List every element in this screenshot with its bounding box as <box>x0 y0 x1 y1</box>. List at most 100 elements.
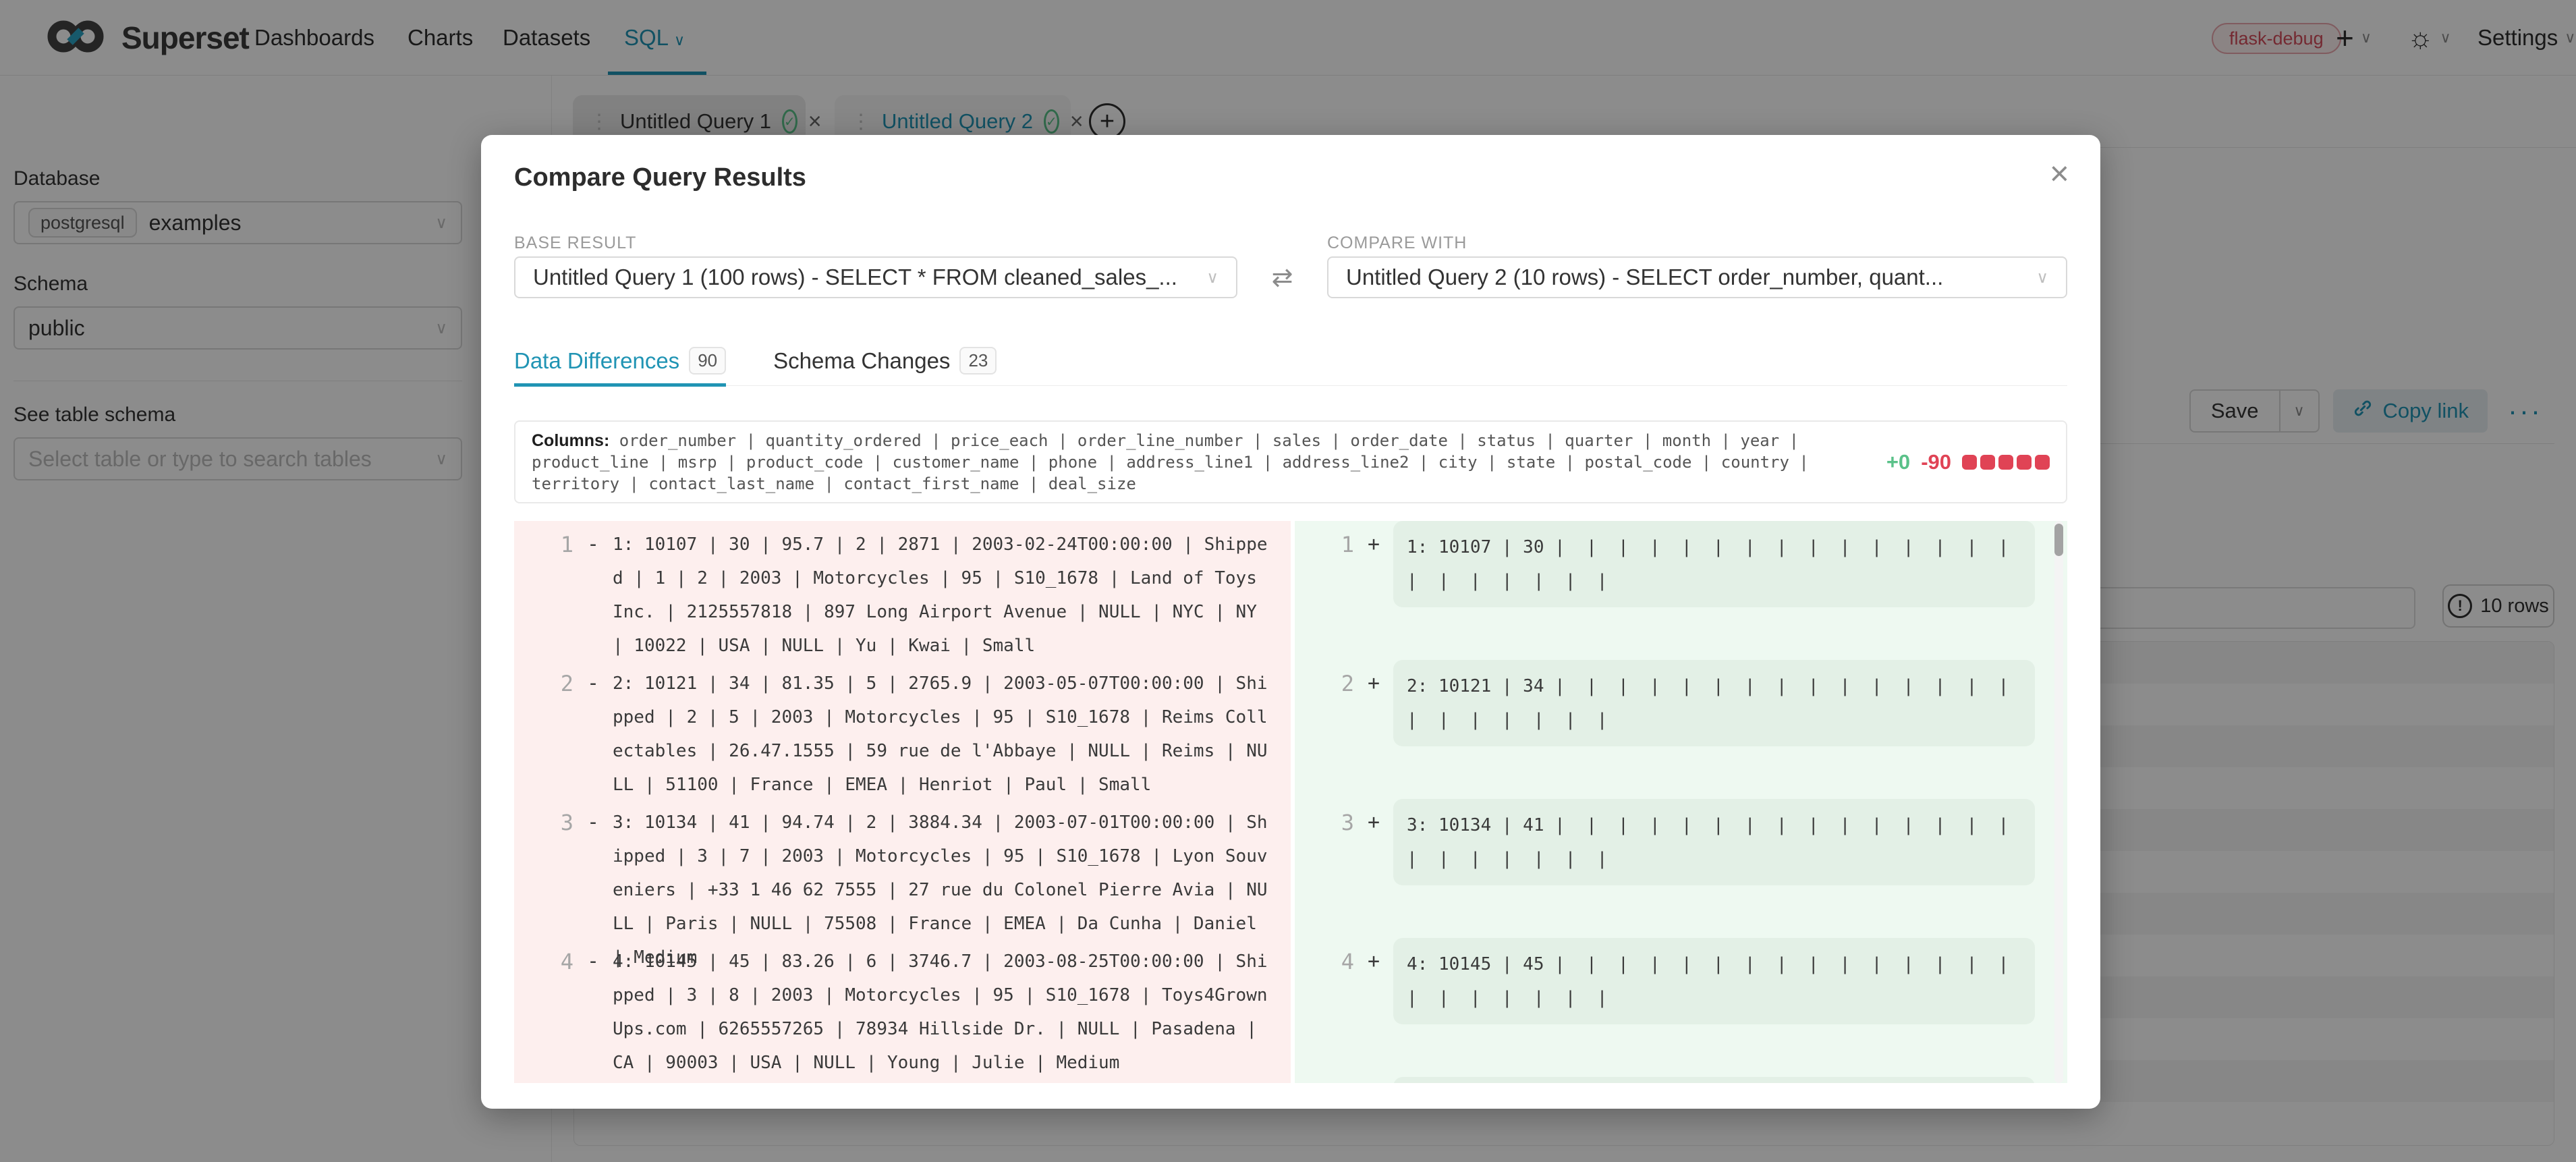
plus-marker: + <box>1367 810 1380 834</box>
exclamation-icon: ! <box>2448 594 2473 618</box>
diff-row-added-partial <box>1295 1077 2067 1083</box>
database-select[interactable]: postgresql examples ∨ <box>13 201 462 244</box>
base-result-label: BASE RESULT <box>514 233 637 252</box>
row-content: 2: 10121 | 34 | 81.35 | 5 | 2765.9 | 200… <box>613 673 1268 795</box>
schema-count-badge: 23 <box>959 347 997 375</box>
diff-row-removed: 2 - 2: 10121 | 34 | 81.35 | 5 | 2765.9 |… <box>514 660 1291 799</box>
diff-row-removed: 4 - 4: 10145 | 45 | 83.26 | 6 | 3746.7 |… <box>514 938 1291 1077</box>
link-icon <box>2352 397 2374 424</box>
minus-marker: - <box>586 949 600 973</box>
query-tab-1-label: Untitled Query 1 <box>620 109 771 133</box>
minus-marker: - <box>586 671 600 695</box>
chevron-down-icon: ∨ <box>1206 268 1219 287</box>
row-content: 3: 10134 | 41 | 94.74 | 2 | 3884.34 | 20… <box>613 812 1268 968</box>
db-engine-tag: postgresql <box>28 208 137 238</box>
added-row-block: 3: 10134 | 41 | | | | | | | | | | | | | … <box>1393 799 2035 885</box>
diff-view: 1 - 1: 10107 | 30 | 95.7 | 2 | 2871 | 20… <box>514 521 2067 1083</box>
added-count: +0 <box>1886 449 1911 474</box>
schema-value: public <box>28 315 85 340</box>
row-content: 1: 10107 | 30 | | | | | | | | | | | | | … <box>1407 537 2030 591</box>
row-content: 4: 10145 | 45 | 83.26 | 6 | 3746.7 | 200… <box>613 951 1268 1073</box>
drag-handle-icon: ⋮ <box>851 110 871 133</box>
chevron-down-icon: ∨ <box>2360 29 2372 46</box>
diff-pane-base[interactable]: 1 - 1: 10107 | 30 | 95.7 | 2 | 2871 | 20… <box>514 521 1291 1083</box>
nav-datasets[interactable]: Datasets <box>503 25 591 50</box>
drag-handle-icon: ⋮ <box>589 110 609 133</box>
close-tab-icon[interactable]: × <box>1069 108 1084 134</box>
nav-dashboards[interactable]: Dashboards <box>254 25 374 50</box>
minus-marker: - <box>586 810 600 834</box>
table-select-placeholder: Select table or type to search tables <box>28 446 372 471</box>
theme-toggle-button[interactable]: ☼ ∨ <box>2407 0 2451 76</box>
modal-title: Compare Query Results <box>514 163 806 192</box>
chevron-down-icon: ∨ <box>2565 29 2576 46</box>
chevron-down-icon: ∨ <box>435 449 447 468</box>
sqllab-sidebar: Database postgresql examples ∨ Schema pu… <box>0 76 552 1162</box>
plus-icon: + <box>2336 20 2354 55</box>
save-dropdown-button[interactable]: ∨ <box>2280 389 2320 433</box>
more-actions-button[interactable]: ··· <box>2508 394 2542 426</box>
row-content: 1: 10107 | 30 | 95.7 | 2 | 2871 | 2003-0… <box>613 534 1268 656</box>
plus-marker: + <box>1367 532 1380 556</box>
added-row-block: 4: 10145 | 45 | | | | | | | | | | | | | … <box>1393 938 2035 1024</box>
copy-link-button[interactable]: Copy link <box>2332 389 2488 433</box>
line-number: 1 <box>1341 532 1354 557</box>
chevron-down-icon: ∨ <box>2440 29 2451 46</box>
compare-with-select[interactable]: Untitled Query 2 (10 rows) - SELECT orde… <box>1327 256 2067 298</box>
compare-query-results-modal: Compare Query Results × BASE RESULT COMP… <box>481 135 2100 1109</box>
tab-schema-changes[interactable]: Schema Changes 23 <box>773 347 997 385</box>
added-row-block: 1: 10107 | 30 | | | | | | | | | | | | | … <box>1393 521 2035 607</box>
compare-tabs: Data Differences 90 Schema Changes 23 <box>514 347 2067 387</box>
diff-pane-compare[interactable]: 1 + 1: 10107 | 30 | | | | | | | | | | | … <box>1295 521 2067 1083</box>
line-number: 3 <box>1341 810 1354 835</box>
superset-logo-icon <box>43 15 111 61</box>
row-count-badge: ! 10 rows <box>2442 584 2554 628</box>
chevron-down-icon: ∨ <box>673 32 685 49</box>
superset-brand[interactable]: Superset <box>43 0 250 76</box>
schema-select[interactable]: public ∨ <box>13 306 462 350</box>
select-labels-row: BASE RESULT COMPARE WITH <box>514 233 2067 253</box>
added-row-block <box>1393 1077 2035 1083</box>
line-number: 4 <box>560 949 573 974</box>
base-result-select[interactable]: Untitled Query 1 (100 rows) - SELECT * F… <box>514 256 1237 298</box>
database-label: Database <box>13 167 101 190</box>
minus-marker: - <box>586 532 600 556</box>
table-schema-label: See table schema <box>13 404 176 426</box>
row-content: 4: 10145 | 45 | | | | | | | | | | | | | … <box>1407 954 2030 1008</box>
columns-label: Columns: <box>532 431 610 450</box>
query-selects-row: Untitled Query 1 (100 rows) - SELECT * F… <box>514 256 2067 298</box>
diff-scrollbar-track[interactable] <box>2054 521 2063 1083</box>
columns-list: Columns: order_number | quantity_ordered… <box>532 431 1809 493</box>
settings-menu[interactable]: Settings ∨ <box>2477 25 2576 50</box>
result-row-stripe <box>574 1102 2554 1144</box>
diff-count-badge: 90 <box>689 347 727 375</box>
close-tab-icon[interactable]: × <box>808 108 822 134</box>
diff-row-removed: 1 - 1: 10107 | 30 | 95.7 | 2 | 2871 | 20… <box>514 521 1291 660</box>
line-number: 2 <box>560 671 573 696</box>
line-number: 2 <box>1341 671 1354 696</box>
close-modal-icon[interactable]: × <box>2049 155 2069 192</box>
tab-data-differences[interactable]: Data Differences 90 <box>514 347 727 387</box>
compare-with-label: COMPARE WITH <box>1327 233 1467 252</box>
query-success-icon: ✓ <box>782 109 797 134</box>
save-button[interactable]: Save <box>2189 389 2280 433</box>
active-nav-underline <box>608 72 706 75</box>
diff-row-added: 2 + 2: 10121 | 34 | | | | | | | | | | | … <box>1295 660 2067 799</box>
plus-marker: + <box>1367 671 1380 695</box>
db-name: examples <box>148 210 242 235</box>
save-split-button[interactable]: Save ∨ <box>2189 389 2320 433</box>
table-select[interactable]: Select table or type to search tables ∨ <box>13 437 462 480</box>
diff-scrollbar-thumb[interactable] <box>2054 524 2063 556</box>
nav-charts[interactable]: Charts <box>408 25 474 50</box>
chevron-down-icon: ∨ <box>2293 402 2305 419</box>
swap-queries-button[interactable]: ⇄ <box>1237 262 1327 293</box>
nav-sql[interactable]: SQL ∨ <box>624 25 685 50</box>
sun-icon: ☼ <box>2407 22 2434 53</box>
diffstat: +0 -90 <box>1886 450 2050 474</box>
line-number: 4 <box>1341 949 1354 974</box>
line-number: 1 <box>560 532 573 557</box>
new-item-button[interactable]: + ∨ <box>2336 0 2372 76</box>
query-success-icon: ✓ <box>1044 109 1059 134</box>
chevron-down-icon: ∨ <box>2036 268 2048 287</box>
swap-icon: ⇄ <box>1271 263 1293 292</box>
